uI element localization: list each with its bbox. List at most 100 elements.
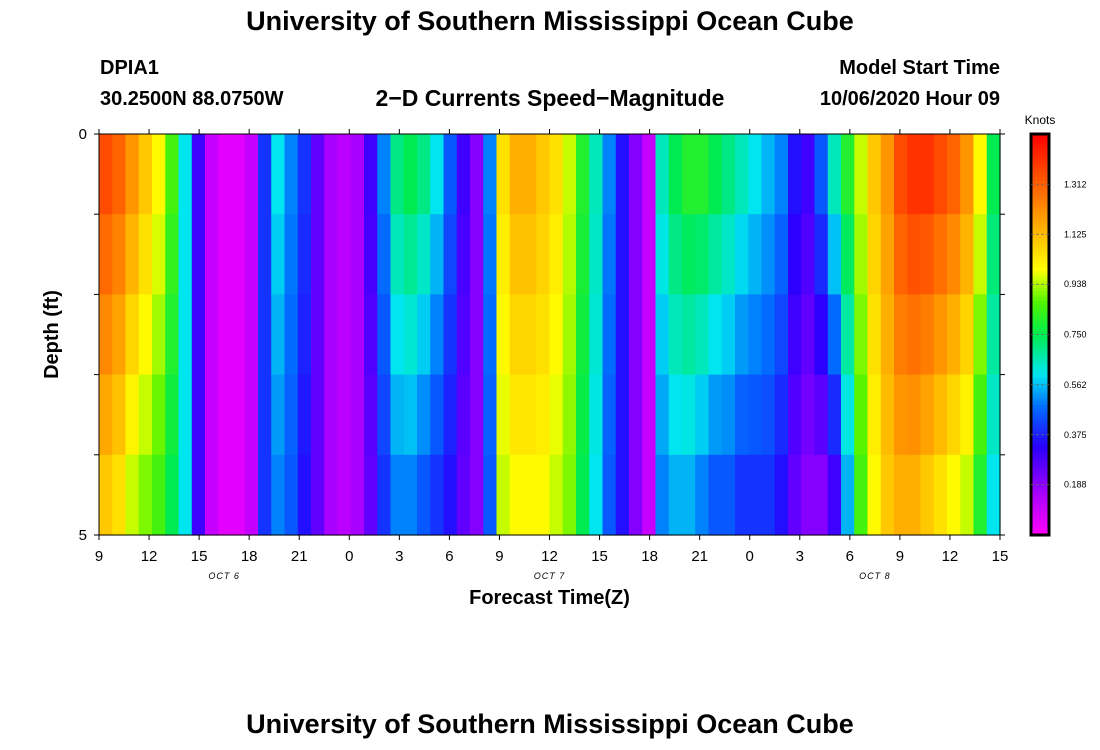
- colorbar-swatch: [1031, 478, 1049, 483]
- heatmap-cell: [986, 134, 1001, 215]
- heatmap-cell: [377, 454, 392, 536]
- heatmap-cell: [668, 134, 683, 215]
- heatmap-cell: [695, 294, 710, 376]
- colorbar-swatch: [1031, 291, 1049, 295]
- heatmap-cell: [430, 294, 445, 376]
- heatmap-cell: [947, 374, 961, 456]
- heatmap-cell: [138, 134, 153, 215]
- heatmap-cell: [99, 134, 113, 215]
- colorbar-tick-label: 0.562: [1064, 380, 1087, 390]
- heatmap-cell: [509, 374, 524, 456]
- heatmap-cell: [629, 214, 643, 295]
- heatmap-cell: [496, 214, 511, 295]
- heatmap-cell: [642, 214, 657, 295]
- heatmap-cell: [933, 214, 948, 295]
- heatmap-cell: [311, 374, 325, 456]
- heatmap-cell: [125, 294, 140, 376]
- heatmap-cell: [205, 214, 219, 295]
- heatmap-cell: [682, 214, 696, 295]
- heatmap-cell: [562, 134, 577, 215]
- heatmap-cell: [483, 214, 498, 295]
- colorbar-swatch: [1031, 271, 1049, 275]
- heatmap-cell: [721, 294, 736, 376]
- colorbar-swatch: [1031, 327, 1049, 332]
- x-tick-label: 21: [691, 548, 708, 565]
- heatmap-cell: [231, 374, 246, 456]
- colorbar-swatch: [1031, 481, 1049, 486]
- heatmap-cell: [801, 214, 816, 295]
- heatmap-cell: [152, 214, 166, 295]
- x-tick-label: 12: [141, 548, 158, 565]
- heatmap-cell: [576, 454, 590, 536]
- colorbar-swatch: [1031, 134, 1049, 138]
- heatmap-cell: [562, 214, 577, 295]
- heatmap-cell: [417, 294, 431, 376]
- colorbar-swatch: [1031, 240, 1049, 245]
- x-tick-label: 9: [95, 548, 103, 565]
- heatmap-cell: [854, 214, 869, 295]
- heatmap-cell: [827, 294, 842, 376]
- heatmap-cell: [191, 454, 206, 536]
- model-start-value: 10/06/2020 Hour 09: [819, 88, 1000, 110]
- colorbar-swatch: [1031, 337, 1049, 342]
- colorbar-swatch: [1031, 210, 1049, 215]
- heatmap-cell: [99, 454, 113, 536]
- heatmap-cell: [894, 134, 908, 215]
- colorbar-swatch: [1031, 137, 1049, 142]
- heatmap-cell: [258, 374, 272, 456]
- heatmap-cell: [244, 294, 259, 376]
- colorbar-swatch: [1031, 461, 1049, 466]
- colorbar-swatch: [1031, 408, 1049, 412]
- heatmap-cell: [165, 134, 180, 215]
- heatmap-cell: [178, 134, 193, 215]
- heatmap-cell: [642, 294, 657, 376]
- heatmap-cell: [854, 134, 869, 215]
- heatmap-cell: [907, 454, 922, 536]
- heatmap-cell: [470, 134, 484, 215]
- heatmap-cell: [523, 134, 537, 215]
- colorbar-swatch: [1031, 474, 1049, 479]
- heatmap-cell: [801, 454, 816, 536]
- colorbar-swatch: [1031, 157, 1049, 162]
- heatmap-cell: [668, 294, 683, 376]
- colorbar-swatch: [1031, 394, 1049, 399]
- heatmap-cell: [774, 454, 789, 536]
- colorbar-swatch: [1031, 347, 1049, 352]
- heatmap-cell: [377, 294, 392, 376]
- colorbar-swatch: [1031, 381, 1049, 386]
- colorbar-swatch: [1031, 524, 1049, 529]
- heatmap-cell: [589, 294, 604, 376]
- colorbar-swatch: [1031, 397, 1049, 402]
- colorbar-swatch: [1031, 307, 1049, 312]
- heatmap-cell: [668, 214, 683, 295]
- colorbar-swatch: [1031, 160, 1049, 165]
- heatmap-cell: [443, 374, 458, 456]
- heatmap-cell: [947, 454, 961, 536]
- heatmap-cell: [456, 214, 471, 295]
- heatmap-cell: [576, 294, 590, 376]
- heatmap-cell: [112, 214, 127, 295]
- colorbar-swatch: [1031, 484, 1049, 489]
- heatmap-cell: [297, 134, 312, 215]
- colorbar-title: Knots: [1025, 113, 1056, 127]
- heatmap-cell: [324, 294, 339, 376]
- heatmap-cell: [297, 214, 312, 295]
- heatmap-cell: [920, 214, 935, 295]
- heatmap-cell: [152, 374, 166, 456]
- heatmap-cell: [602, 134, 617, 215]
- heatmap-cell: [337, 294, 352, 376]
- date-label: OCT 6: [208, 571, 240, 581]
- heatmap-cell: [867, 134, 882, 215]
- heatmap-cell: [629, 374, 643, 456]
- heatmap-cell: [854, 374, 869, 456]
- date-label: OCT 7: [534, 571, 566, 581]
- colorbar-swatch: [1031, 257, 1049, 262]
- heatmap-cell: [655, 454, 670, 536]
- page-title: University of Southern Mississippi Ocean…: [246, 6, 854, 36]
- heatmap-cell: [483, 374, 498, 456]
- colorbar-swatch: [1031, 434, 1049, 439]
- heatmap-cell: [430, 134, 445, 215]
- colorbar-swatch: [1031, 404, 1049, 409]
- colorbar-swatch: [1031, 468, 1049, 473]
- colorbar-swatch: [1031, 200, 1049, 205]
